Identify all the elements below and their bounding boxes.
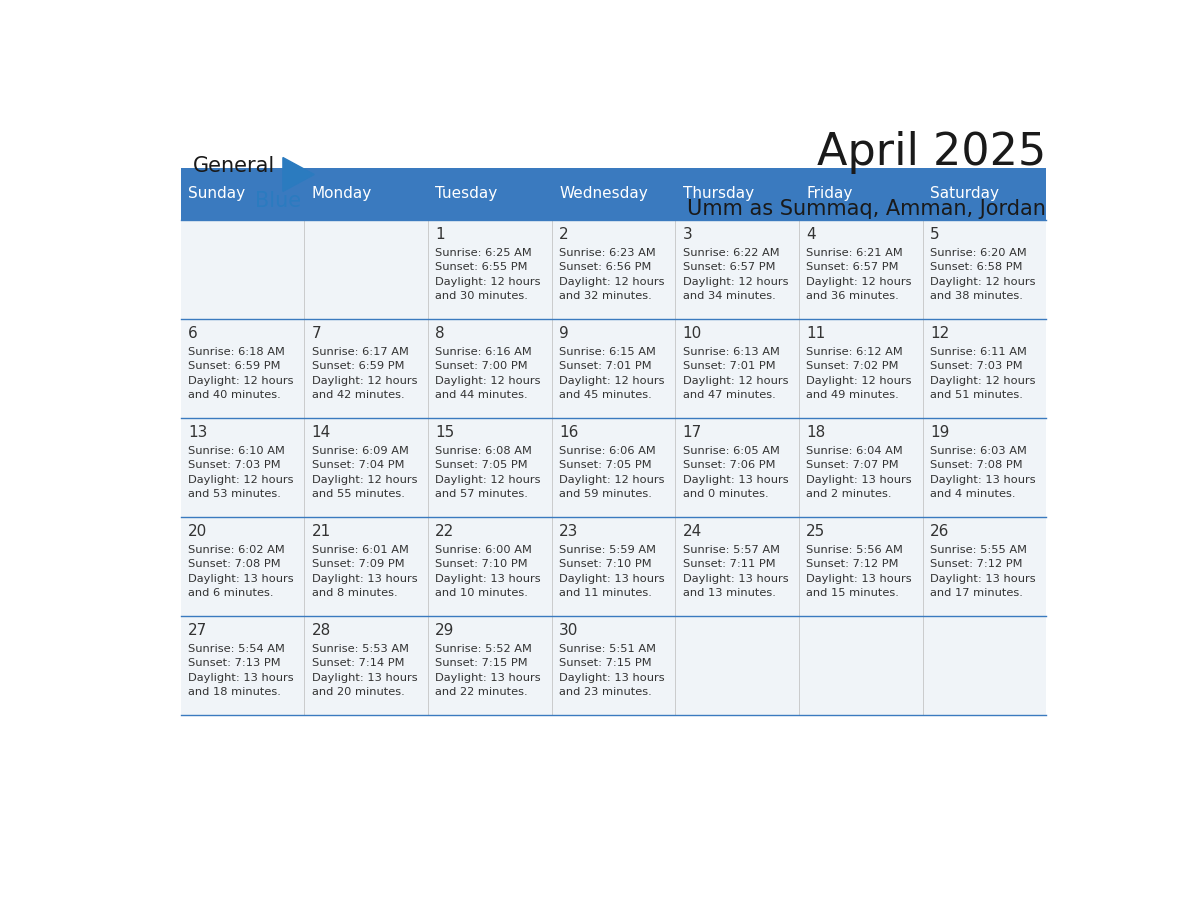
Text: 5: 5 [930, 227, 940, 241]
Text: Sunrise: 5:56 AM
Sunset: 7:12 PM
Daylight: 13 hours
and 15 minutes.: Sunrise: 5:56 AM Sunset: 7:12 PM Dayligh… [807, 545, 912, 599]
Text: Sunrise: 6:22 AM
Sunset: 6:57 PM
Daylight: 12 hours
and 34 minutes.: Sunrise: 6:22 AM Sunset: 6:57 PM Dayligh… [683, 248, 788, 301]
Text: 6: 6 [188, 326, 198, 341]
Text: Sunrise: 5:57 AM
Sunset: 7:11 PM
Daylight: 13 hours
and 13 minutes.: Sunrise: 5:57 AM Sunset: 7:11 PM Dayligh… [683, 545, 789, 599]
Text: 22: 22 [435, 523, 455, 539]
Text: 19: 19 [930, 425, 949, 440]
Text: Sunrise: 6:17 AM
Sunset: 6:59 PM
Daylight: 12 hours
and 42 minutes.: Sunrise: 6:17 AM Sunset: 6:59 PM Dayligh… [311, 347, 417, 400]
Text: Sunrise: 5:52 AM
Sunset: 7:15 PM
Daylight: 13 hours
and 22 minutes.: Sunrise: 5:52 AM Sunset: 7:15 PM Dayligh… [435, 644, 541, 697]
Text: 13: 13 [188, 425, 208, 440]
Text: Sunrise: 6:09 AM
Sunset: 7:04 PM
Daylight: 12 hours
and 55 minutes.: Sunrise: 6:09 AM Sunset: 7:04 PM Dayligh… [311, 446, 417, 499]
Text: Sunrise: 6:18 AM
Sunset: 6:59 PM
Daylight: 12 hours
and 40 minutes.: Sunrise: 6:18 AM Sunset: 6:59 PM Dayligh… [188, 347, 293, 400]
Text: Sunrise: 5:51 AM
Sunset: 7:15 PM
Daylight: 13 hours
and 23 minutes.: Sunrise: 5:51 AM Sunset: 7:15 PM Dayligh… [560, 644, 664, 697]
Text: Sunrise: 5:53 AM
Sunset: 7:14 PM
Daylight: 13 hours
and 20 minutes.: Sunrise: 5:53 AM Sunset: 7:14 PM Dayligh… [311, 644, 417, 697]
Polygon shape [283, 158, 314, 192]
Bar [181, 616, 1047, 714]
Text: Sunrise: 6:15 AM
Sunset: 7:01 PM
Daylight: 12 hours
and 45 minutes.: Sunrise: 6:15 AM Sunset: 7:01 PM Dayligh… [560, 347, 664, 400]
Text: 28: 28 [311, 622, 331, 638]
Text: Sunrise: 6:01 AM
Sunset: 7:09 PM
Daylight: 13 hours
and 8 minutes.: Sunrise: 6:01 AM Sunset: 7:09 PM Dayligh… [311, 545, 417, 599]
Text: Sunrise: 5:59 AM
Sunset: 7:10 PM
Daylight: 13 hours
and 11 minutes.: Sunrise: 5:59 AM Sunset: 7:10 PM Dayligh… [560, 545, 664, 599]
Bar [181, 168, 1047, 219]
Text: Sunrise: 6:16 AM
Sunset: 7:00 PM
Daylight: 12 hours
and 44 minutes.: Sunrise: 6:16 AM Sunset: 7:00 PM Dayligh… [435, 347, 541, 400]
Text: Sunrise: 6:25 AM
Sunset: 6:55 PM
Daylight: 12 hours
and 30 minutes.: Sunrise: 6:25 AM Sunset: 6:55 PM Dayligh… [435, 248, 541, 301]
Text: Sunrise: 6:00 AM
Sunset: 7:10 PM
Daylight: 13 hours
and 10 minutes.: Sunrise: 6:00 AM Sunset: 7:10 PM Dayligh… [435, 545, 541, 599]
Text: General: General [192, 156, 274, 176]
Text: Sunrise: 6:21 AM
Sunset: 6:57 PM
Daylight: 12 hours
and 36 minutes.: Sunrise: 6:21 AM Sunset: 6:57 PM Dayligh… [807, 248, 911, 301]
Text: Sunday: Sunday [188, 186, 245, 201]
Text: 1: 1 [435, 227, 446, 241]
Text: April 2025: April 2025 [817, 131, 1047, 174]
Text: 12: 12 [930, 326, 949, 341]
Text: Monday: Monday [311, 186, 372, 201]
Text: Sunrise: 6:13 AM
Sunset: 7:01 PM
Daylight: 12 hours
and 47 minutes.: Sunrise: 6:13 AM Sunset: 7:01 PM Dayligh… [683, 347, 788, 400]
Text: Sunrise: 6:11 AM
Sunset: 7:03 PM
Daylight: 12 hours
and 51 minutes.: Sunrise: 6:11 AM Sunset: 7:03 PM Dayligh… [930, 347, 1036, 400]
Text: Sunrise: 6:03 AM
Sunset: 7:08 PM
Daylight: 13 hours
and 4 minutes.: Sunrise: 6:03 AM Sunset: 7:08 PM Dayligh… [930, 446, 1036, 499]
Text: 30: 30 [560, 622, 579, 638]
Text: 2: 2 [560, 227, 569, 241]
Bar [181, 319, 1047, 418]
Text: 23: 23 [560, 523, 579, 539]
Text: 15: 15 [435, 425, 455, 440]
Text: 24: 24 [683, 523, 702, 539]
Text: 9: 9 [560, 326, 569, 341]
Text: Sunrise: 5:54 AM
Sunset: 7:13 PM
Daylight: 13 hours
and 18 minutes.: Sunrise: 5:54 AM Sunset: 7:13 PM Dayligh… [188, 644, 293, 697]
Text: 11: 11 [807, 326, 826, 341]
Text: 18: 18 [807, 425, 826, 440]
Bar [181, 219, 1047, 319]
Text: 7: 7 [311, 326, 321, 341]
Text: Sunrise: 6:08 AM
Sunset: 7:05 PM
Daylight: 12 hours
and 57 minutes.: Sunrise: 6:08 AM Sunset: 7:05 PM Dayligh… [435, 446, 541, 499]
Text: 29: 29 [435, 622, 455, 638]
Text: Sunrise: 6:20 AM
Sunset: 6:58 PM
Daylight: 12 hours
and 38 minutes.: Sunrise: 6:20 AM Sunset: 6:58 PM Dayligh… [930, 248, 1036, 301]
Text: 3: 3 [683, 227, 693, 241]
Text: 4: 4 [807, 227, 816, 241]
Text: 10: 10 [683, 326, 702, 341]
Text: Saturday: Saturday [930, 186, 999, 201]
Text: 27: 27 [188, 622, 208, 638]
Text: Sunrise: 6:05 AM
Sunset: 7:06 PM
Daylight: 13 hours
and 0 minutes.: Sunrise: 6:05 AM Sunset: 7:06 PM Dayligh… [683, 446, 789, 499]
Text: Thursday: Thursday [683, 186, 753, 201]
Text: Sunrise: 6:10 AM
Sunset: 7:03 PM
Daylight: 12 hours
and 53 minutes.: Sunrise: 6:10 AM Sunset: 7:03 PM Dayligh… [188, 446, 293, 499]
Text: Sunrise: 6:02 AM
Sunset: 7:08 PM
Daylight: 13 hours
and 6 minutes.: Sunrise: 6:02 AM Sunset: 7:08 PM Dayligh… [188, 545, 293, 599]
Text: Friday: Friday [807, 186, 853, 201]
Text: 17: 17 [683, 425, 702, 440]
Text: Sunrise: 6:06 AM
Sunset: 7:05 PM
Daylight: 12 hours
and 59 minutes.: Sunrise: 6:06 AM Sunset: 7:05 PM Dayligh… [560, 446, 664, 499]
Text: Sunrise: 5:55 AM
Sunset: 7:12 PM
Daylight: 13 hours
and 17 minutes.: Sunrise: 5:55 AM Sunset: 7:12 PM Dayligh… [930, 545, 1036, 599]
Bar [181, 418, 1047, 517]
Text: Umm as Summaq, Amman, Jordan: Umm as Summaq, Amman, Jordan [688, 198, 1047, 218]
Text: 8: 8 [435, 326, 446, 341]
Text: Wednesday: Wednesday [560, 186, 647, 201]
Text: 20: 20 [188, 523, 208, 539]
Text: 21: 21 [311, 523, 331, 539]
Text: 25: 25 [807, 523, 826, 539]
Text: Sunrise: 6:04 AM
Sunset: 7:07 PM
Daylight: 13 hours
and 2 minutes.: Sunrise: 6:04 AM Sunset: 7:07 PM Dayligh… [807, 446, 912, 499]
Text: 26: 26 [930, 523, 949, 539]
Text: Sunrise: 6:23 AM
Sunset: 6:56 PM
Daylight: 12 hours
and 32 minutes.: Sunrise: 6:23 AM Sunset: 6:56 PM Dayligh… [560, 248, 664, 301]
Bar [181, 517, 1047, 616]
Text: Tuesday: Tuesday [435, 186, 498, 201]
Text: Sunrise: 6:12 AM
Sunset: 7:02 PM
Daylight: 12 hours
and 49 minutes.: Sunrise: 6:12 AM Sunset: 7:02 PM Dayligh… [807, 347, 911, 400]
Text: 14: 14 [311, 425, 331, 440]
Text: Blue: Blue [255, 192, 302, 211]
Text: 16: 16 [560, 425, 579, 440]
